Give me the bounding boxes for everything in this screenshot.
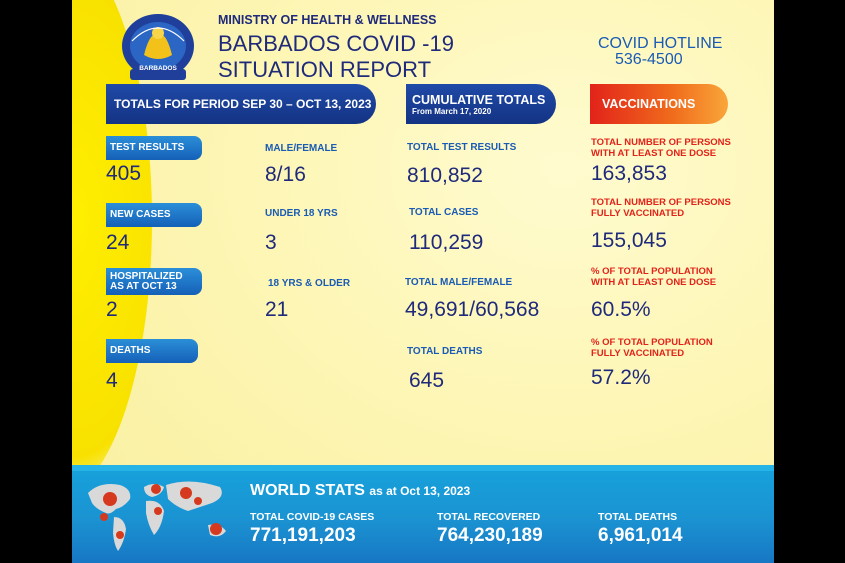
deaths-tag: DEATHS <box>106 339 198 363</box>
pct-one-dose-value: 60.5% <box>591 298 651 321</box>
virus-icon <box>100 484 222 539</box>
vaccinations-banner: VACCINATIONS <box>590 84 728 124</box>
period-hospitalized-value: 2 <box>106 298 118 321</box>
cumulative-banner: CUMULATIVE TOTALS From March 17, 2020 <box>406 84 556 124</box>
period-male-female-value: 8/16 <box>265 163 306 186</box>
one-dose-label-line2: WITH AT LEAST ONE DOSE <box>591 148 717 159</box>
cumulative-banner-title: CUMULATIVE TOTALS <box>412 92 546 107</box>
hotline-number: 536-4500 <box>615 51 683 68</box>
ministry-logo-icon <box>122 14 194 80</box>
fully-vaccinated-label-line1: TOTAL NUMBER OF PERSONS <box>591 197 731 208</box>
period-new-cases-value: 24 <box>106 231 130 254</box>
world-cases-label: TOTAL COVID-19 CASES <box>250 511 375 523</box>
total-deaths-value: 645 <box>409 369 445 392</box>
world-deaths-label: TOTAL DEATHS <box>598 511 678 523</box>
fully-vaccinated-label-line2: FULLY VACCINATED <box>591 208 685 219</box>
world-cases-value: 771,191,203 <box>250 525 356 546</box>
hotline-label: COVID HOTLINE <box>598 35 723 52</box>
world-band-top-stripe <box>72 465 774 471</box>
total-male-female-value: 49,691/60,568 <box>405 298 540 321</box>
fully-vaccinated-value: 155,045 <box>591 229 667 252</box>
hospitalized-tag: HOSPITALIZED AS AT OCT 13 <box>106 268 202 295</box>
pct-one-dose-label-line2: WITH AT LEAST ONE DOSE <box>591 277 717 288</box>
total-test-results-label: TOTAL TEST RESULTS <box>407 142 517 153</box>
period-banner-text: TOTALS FOR PERIOD SEP 30 – OCT 13, 2023 <box>114 97 372 111</box>
world-stats-title-text: WORLD STATS <box>250 482 365 499</box>
world-deaths-value: 6,961,014 <box>598 525 683 546</box>
hospitalized-label-line2: AS AT OCT 13 <box>110 280 177 292</box>
world-recovered-label: TOTAL RECOVERED <box>437 511 541 523</box>
cumulative-banner-subtitle: From March 17, 2020 <box>412 106 492 116</box>
period-banner: TOTALS FOR PERIOD SEP 30 – OCT 13, 2023 <box>106 84 376 124</box>
hospitalized-label-line1: HOSPITALIZED <box>110 270 183 282</box>
pct-one-dose-label: % OF TOTAL POPULATION WITH AT LEAST ONE … <box>591 266 716 288</box>
test-results-label: TEST RESULTS <box>110 142 185 153</box>
under18-label: UNDER 18 YRS <box>265 208 338 219</box>
total-test-results-value: 810,852 <box>407 164 483 187</box>
pct-fully-label: % OF TOTAL POPULATION FULLY VACCINATED <box>591 337 713 359</box>
new-cases-label: NEW CASES <box>110 209 171 220</box>
world-stats-title: WORLD STATS as at Oct 13, 2023 <box>250 482 470 500</box>
world-stats-band: WORLD STATS as at Oct 13, 2023 TOTAL COV… <box>72 465 774 563</box>
page-title-line1: BARBADOS COVID -19 <box>218 31 454 56</box>
test-results-tag: TEST RESULTS <box>106 136 202 160</box>
total-cases-value: 110,259 <box>409 231 484 254</box>
period-under18-value: 3 <box>265 231 277 254</box>
period-test-results-value: 405 <box>106 162 142 185</box>
period-over18-value: 21 <box>265 298 289 321</box>
period-deaths-value: 4 <box>106 369 118 392</box>
world-map-icon <box>88 481 226 551</box>
world-recovered-value: 764,230,189 <box>437 525 543 546</box>
world-stats-date: as at Oct 13, 2023 <box>369 484 471 498</box>
pct-fully-value: 57.2% <box>591 366 651 389</box>
pct-fully-label-line2: FULLY VACCINATED <box>591 348 685 359</box>
total-deaths-label: TOTAL DEATHS <box>407 346 483 357</box>
ministry-name: MINISTRY OF HEALTH & WELLNESS <box>218 13 437 27</box>
total-cases-label: TOTAL CASES <box>409 207 479 218</box>
total-male-female-label: TOTAL MALE/FEMALE <box>405 277 513 288</box>
new-cases-tag: NEW CASES <box>106 203 202 227</box>
male-female-label: MALE/FEMALE <box>265 143 338 154</box>
over18-label: 18 YRS & OLDER <box>268 278 351 289</box>
one-dose-label-line1: TOTAL NUMBER OF PERSONS <box>591 137 731 148</box>
one-dose-value: 163,853 <box>591 162 667 185</box>
fully-vaccinated-label: TOTAL NUMBER OF PERSONS FULLY VACCINATED <box>591 197 731 219</box>
vaccinations-banner-text: VACCINATIONS <box>602 97 696 111</box>
pct-fully-label-line1: % OF TOTAL POPULATION <box>591 337 713 348</box>
deaths-label: DEATHS <box>110 345 151 356</box>
situation-report-slide: BARBADOS MINISTRY OF HEALTH & WELLNESS B… <box>72 0 774 563</box>
one-dose-label: TOTAL NUMBER OF PERSONS WITH AT LEAST ON… <box>591 137 731 159</box>
page-title-line2: SITUATION REPORT <box>218 57 432 82</box>
logo-text: BARBADOS <box>139 65 177 72</box>
pct-one-dose-label-line1: % OF TOTAL POPULATION <box>591 266 713 277</box>
